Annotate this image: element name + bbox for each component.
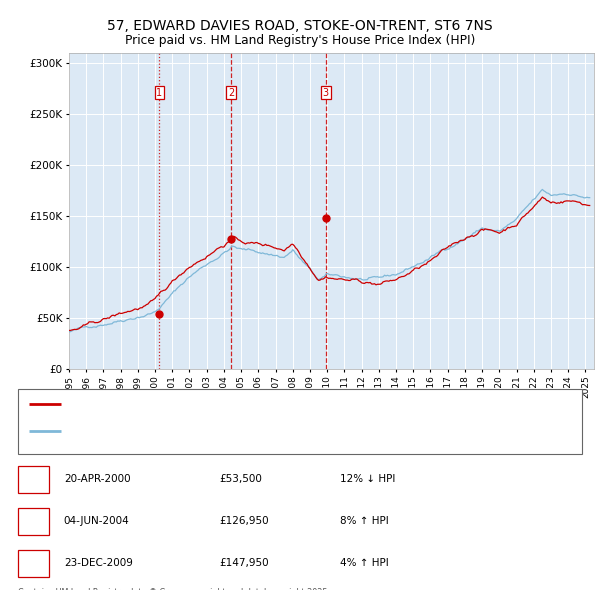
Text: 12% ↓ HPI: 12% ↓ HPI — [340, 474, 395, 484]
Text: 4% ↑ HPI: 4% ↑ HPI — [340, 558, 389, 568]
Text: £126,950: £126,950 — [220, 516, 269, 526]
Text: 57, EDWARD DAVIES ROAD, STOKE-ON-TRENT, ST6 7NS: 57, EDWARD DAVIES ROAD, STOKE-ON-TRENT, … — [107, 19, 493, 33]
Text: 2: 2 — [228, 87, 234, 97]
Text: 57, EDWARD DAVIES ROAD, STOKE-ON-TRENT, ST6 7NS (detached house): 57, EDWARD DAVIES ROAD, STOKE-ON-TRENT, … — [70, 399, 431, 409]
Text: £147,950: £147,950 — [220, 558, 269, 568]
Text: HPI: Average price, detached house, Stoke-on-Trent: HPI: Average price, detached house, Stok… — [70, 426, 320, 436]
FancyBboxPatch shape — [18, 466, 49, 493]
Text: 1: 1 — [157, 87, 163, 97]
Text: 8% ↑ HPI: 8% ↑ HPI — [340, 516, 389, 526]
Text: Contains HM Land Registry data © Crown copyright and database right 2025.: Contains HM Land Registry data © Crown c… — [18, 588, 330, 590]
Text: 3: 3 — [31, 558, 37, 568]
Text: 04-JUN-2004: 04-JUN-2004 — [64, 516, 130, 526]
Text: 1: 1 — [31, 474, 37, 484]
Text: 20-APR-2000: 20-APR-2000 — [64, 474, 130, 484]
Text: 3: 3 — [323, 87, 329, 97]
FancyBboxPatch shape — [18, 549, 49, 577]
FancyBboxPatch shape — [18, 507, 49, 535]
FancyBboxPatch shape — [18, 389, 582, 454]
Text: £53,500: £53,500 — [220, 474, 262, 484]
Text: 2: 2 — [31, 516, 37, 526]
Text: 23-DEC-2009: 23-DEC-2009 — [64, 558, 133, 568]
Text: Price paid vs. HM Land Registry's House Price Index (HPI): Price paid vs. HM Land Registry's House … — [125, 34, 475, 47]
